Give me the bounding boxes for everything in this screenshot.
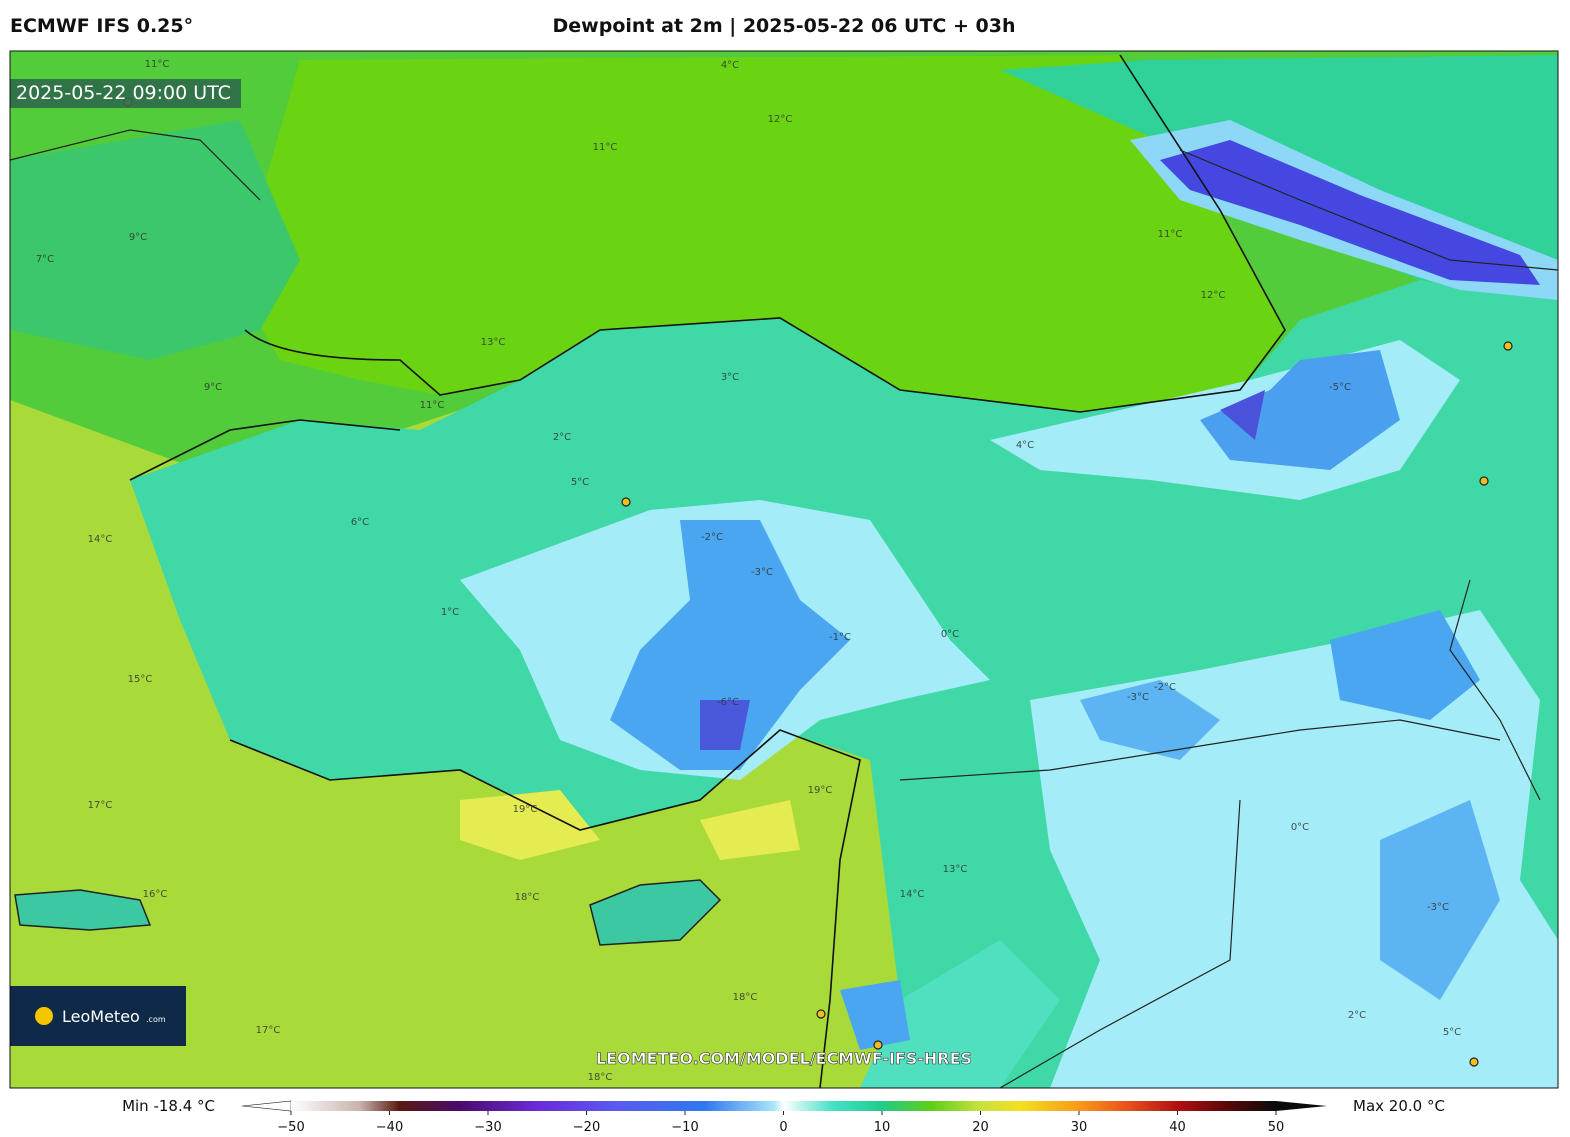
contour-label: -6°C <box>717 697 739 708</box>
contour-label: -5°C <box>1329 382 1351 393</box>
contour-label: 19°C <box>808 785 833 796</box>
colorbar-tick-label: 30 <box>1071 1120 1088 1135</box>
colorbar-tick-label: −20 <box>573 1120 600 1135</box>
contour-label: 9°C <box>204 382 222 393</box>
contour-label: -3°C <box>1427 902 1449 913</box>
yellow-patch-2 <box>700 800 800 860</box>
central-deep <box>700 700 750 750</box>
colorbar-tick-label: −40 <box>376 1120 403 1135</box>
contour-label: 11°C <box>593 142 618 153</box>
model-name: ECMWF IFS 0.25° <box>10 15 193 37</box>
contour-label: 6°C <box>351 517 369 528</box>
contour-label: 18°C <box>588 1072 613 1083</box>
logo-sun <box>35 1007 53 1025</box>
colorbar-min: Min -18.4 °C <box>122 1097 215 1115</box>
contour-label: -1°C <box>829 632 851 643</box>
colorbar-tick-label: −10 <box>671 1120 698 1135</box>
valid-time: 2025-05-22 09:00 UTC <box>16 82 231 104</box>
contour-label: 0°C <box>1291 822 1309 833</box>
colorbar-tick-label: 40 <box>1169 1120 1186 1135</box>
contour-label: 17°C <box>256 1025 281 1036</box>
contour-label: 2°C <box>1348 1010 1366 1021</box>
map-field: 11°C 12°C 11°C 11°C 12°C 13°C 11°C 9°C 9°C 7°C 4°C… <box>10 51 1558 1088</box>
contour-label: 12°C <box>768 114 793 125</box>
colorbar-high-end <box>1276 1101 1327 1111</box>
contour-label: 14°C <box>900 889 925 900</box>
colorbar-low-end <box>241 1100 292 1112</box>
contour-label: -2°C <box>701 532 723 543</box>
contour-label: 2°C <box>553 432 571 443</box>
colorbar: −50 −40 −30 −20 −10 0 10 20 30 40 50 <box>241 1100 1327 1135</box>
contour-label: 18°C <box>733 992 758 1003</box>
contour-label: 13°C <box>943 864 968 875</box>
yellow-patch <box>460 790 600 860</box>
east-blue <box>1200 350 1400 470</box>
contour-label: 16°C <box>143 889 168 900</box>
colorbar-tick-label: 10 <box>874 1120 891 1135</box>
colorbar-tick-label: 50 <box>1268 1120 1285 1135</box>
caucasus-blue <box>1160 140 1540 285</box>
time-box <box>10 79 241 108</box>
contour-label: -3°C <box>1127 692 1149 703</box>
cyprus <box>589 879 722 946</box>
contour-label: 7°C <box>36 254 54 265</box>
colorbar-tick-label: 20 <box>972 1120 989 1135</box>
colorbar-tick-label: −50 <box>277 1120 304 1135</box>
borders <box>10 129 1558 1088</box>
contour-label: 4°C <box>1016 440 1034 451</box>
contour-label: 5°C <box>571 477 589 488</box>
southeast-blue-3 <box>1380 800 1500 1000</box>
logo-name: LeoMeteo <box>62 1007 140 1026</box>
levant <box>860 940 1060 1088</box>
contour-label: 17°C <box>88 800 113 811</box>
central-blue <box>610 520 850 770</box>
contour-label: 15°C <box>128 674 153 685</box>
contour-label: -2°C <box>1154 682 1176 693</box>
colorbar-tick-label: −30 <box>474 1120 501 1135</box>
coastline-south <box>129 419 861 1088</box>
contour-label: 12°C <box>1201 290 1226 301</box>
contour-label: 1°C <box>441 607 459 618</box>
colorbar-bar <box>291 1101 1276 1111</box>
contour-label: 11°C <box>1158 229 1183 240</box>
contour-label: 19°C <box>513 804 538 815</box>
contour-label: 13°C <box>481 337 506 348</box>
watermark: LEOMETEO.COM/MODEL/ECMWF-IFS-HRES <box>596 1049 972 1068</box>
colorbar-max: Max 20.0 °C <box>1353 1097 1445 1115</box>
contour-label: 18°C <box>515 892 540 903</box>
logo-suffix: .com <box>146 1015 166 1024</box>
contour-label: 14°C <box>88 534 113 545</box>
contour-label: 0°C <box>941 629 959 640</box>
colorbar-tick-label: 0 <box>779 1120 787 1135</box>
contour-label: -3°C <box>751 567 773 578</box>
crete <box>14 889 152 931</box>
contour-label: 11°C <box>420 400 445 411</box>
east-deep <box>1220 390 1265 440</box>
southeast-blue-2 <box>1080 680 1220 760</box>
contour-label: 4°C <box>721 60 739 71</box>
contour-labels: 11°C 12°C 11°C 11°C 12°C 13°C 11°C 9°C 9°C 7°C 4°C… <box>36 59 1461 1083</box>
levant-blue <box>840 980 910 1050</box>
contour-label: 3°C <box>721 372 739 383</box>
southeast-blue <box>1330 610 1480 720</box>
black-sea <box>245 55 1285 412</box>
balkans <box>10 120 300 360</box>
map-title: Dewpoint at 2m | 2025-05-22 06 UTC + 03h <box>553 15 1016 37</box>
contour-label: 9°C <box>129 232 147 243</box>
contour-label: 5°C <box>1443 1027 1461 1038</box>
contour-label: 11°C <box>145 59 170 70</box>
coastline <box>244 54 1286 413</box>
map-frame <box>9 50 1559 1089</box>
